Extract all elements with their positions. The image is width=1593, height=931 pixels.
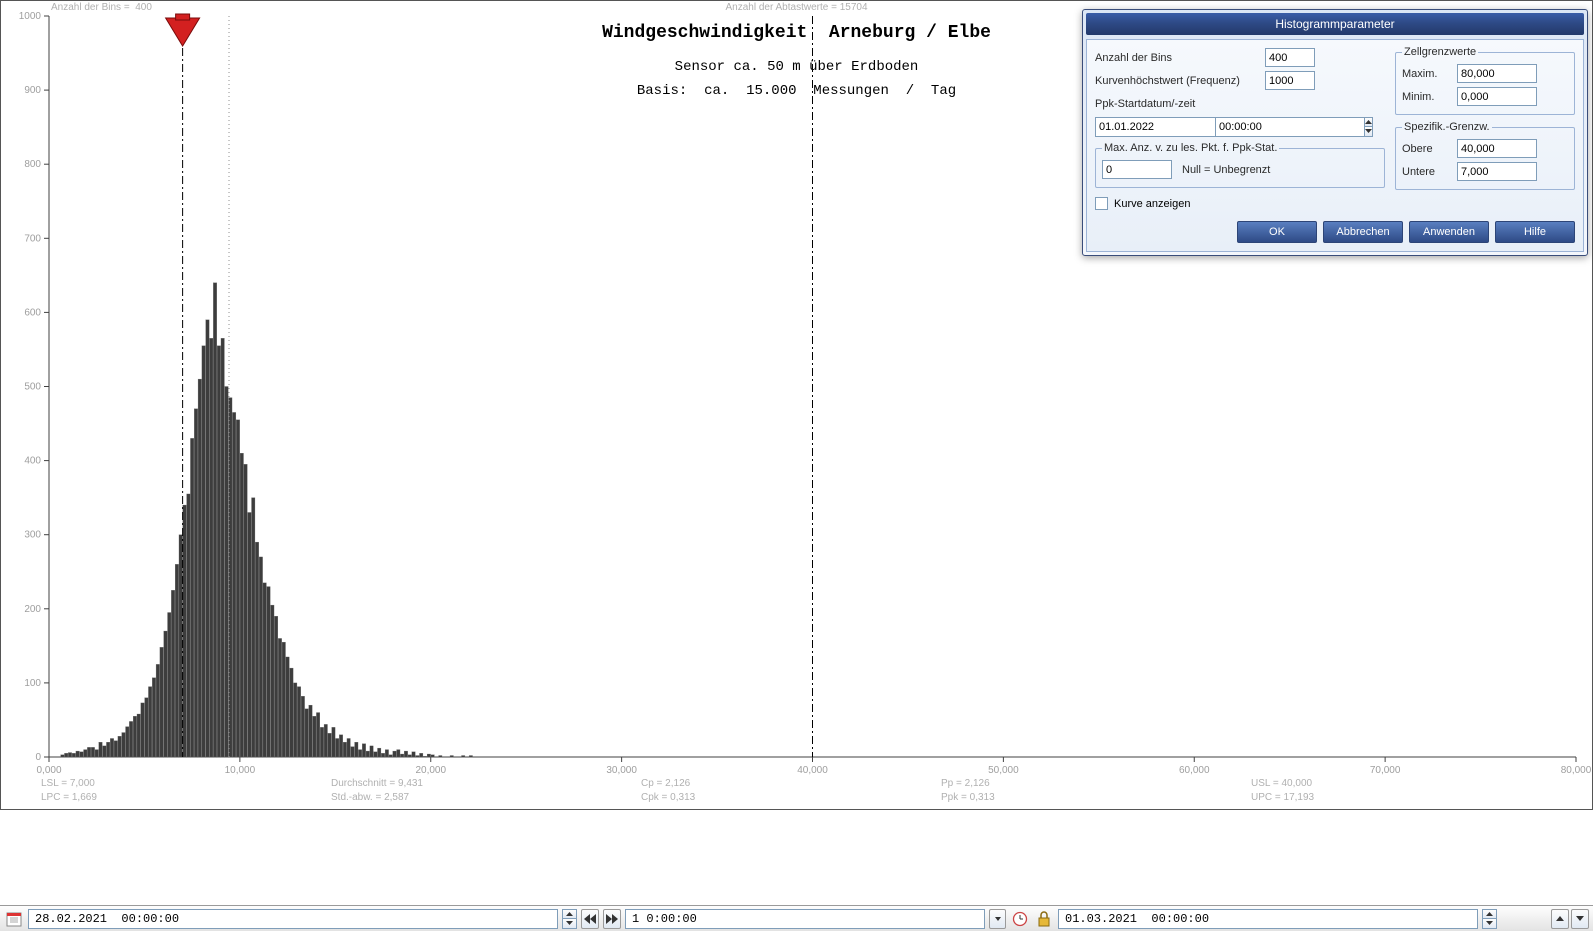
spec-lower-input[interactable] bbox=[1457, 162, 1537, 181]
lock-icon[interactable] bbox=[1034, 909, 1054, 929]
stat-pp: Pp = 2,126 bbox=[941, 778, 990, 789]
step-back-button[interactable] bbox=[581, 909, 599, 929]
date-to-spinner[interactable] bbox=[1482, 909, 1497, 929]
cell-limits-legend: Zellgrenzwerte bbox=[1402, 46, 1478, 58]
svg-text:400: 400 bbox=[24, 456, 41, 467]
maxpts-group: Max. Anz. v. zu les. Pkt. f. Ppk-Stat. N… bbox=[1095, 142, 1385, 188]
svg-text:300: 300 bbox=[24, 530, 41, 541]
apply-button[interactable]: Anwenden bbox=[1409, 221, 1489, 243]
bins-input[interactable] bbox=[1265, 48, 1315, 67]
histogram-parameters-dialog[interactable]: Histogrammparameter Anzahl der Bins Kurv… bbox=[1082, 9, 1588, 256]
stat-avg: Durchschnitt = 9,431 bbox=[331, 778, 423, 789]
bins-label: Anzahl der Bins bbox=[1095, 52, 1265, 64]
svg-text:50,000: 50,000 bbox=[988, 765, 1019, 776]
ppk-time-spinner[interactable] bbox=[1365, 117, 1373, 137]
spec-upper-input[interactable] bbox=[1457, 139, 1537, 158]
svg-text:0: 0 bbox=[35, 752, 41, 763]
step-forward-button[interactable] bbox=[603, 909, 621, 929]
svg-text:20,000: 20,000 bbox=[415, 765, 446, 776]
maxpts-note: Null = Unbegrenzt bbox=[1182, 164, 1270, 176]
dialog-titlebar[interactable]: Histogrammparameter bbox=[1086, 13, 1584, 35]
dialog-body: Anzahl der Bins Kurvenhöchstwert (Freque… bbox=[1086, 39, 1584, 252]
spin-up-icon[interactable] bbox=[1365, 118, 1372, 128]
stat-lsl: LSL = 7,000 bbox=[41, 778, 95, 789]
cell-max-label: Maxim. bbox=[1402, 68, 1457, 80]
stat-cp: Cp = 2,126 bbox=[641, 778, 690, 789]
date-from-field[interactable] bbox=[28, 909, 558, 929]
stat-std: Std.-abw. = 2,587 bbox=[331, 792, 409, 803]
dialog-button-bar: OK Abbrechen Anwenden Hilfe bbox=[1095, 221, 1575, 243]
svg-text:1000: 1000 bbox=[19, 11, 42, 22]
spec-upper-label: Obere bbox=[1402, 143, 1457, 155]
svg-text:30,000: 30,000 bbox=[606, 765, 637, 776]
svg-text:100: 100 bbox=[24, 678, 41, 689]
svg-text:0,000: 0,000 bbox=[36, 765, 61, 776]
stat-ppk: Ppk = 0,313 bbox=[941, 792, 995, 803]
calendar-from-icon[interactable] bbox=[4, 909, 24, 929]
ppk-time-combo[interactable] bbox=[1215, 117, 1315, 137]
svg-text:70,000: 70,000 bbox=[1370, 765, 1401, 776]
svg-text:60,000: 60,000 bbox=[1179, 765, 1210, 776]
stat-lpc: LPC = 1,669 bbox=[41, 792, 97, 803]
cancel-button[interactable]: Abbrechen bbox=[1323, 221, 1403, 243]
svg-text:600: 600 bbox=[24, 307, 41, 318]
peak-label: Kurvenhöchstwert (Frequenz) bbox=[1095, 75, 1265, 87]
svg-text:200: 200 bbox=[24, 604, 41, 615]
spec-limits-legend: Spezifik.-Grenzw. bbox=[1402, 121, 1492, 133]
svg-text:40,000: 40,000 bbox=[797, 765, 828, 776]
ppk-time-input[interactable] bbox=[1215, 117, 1365, 137]
help-button[interactable]: Hilfe bbox=[1495, 221, 1575, 243]
svg-text:80,000: 80,000 bbox=[1561, 765, 1592, 776]
spin-down-icon[interactable] bbox=[1365, 127, 1372, 136]
stat-upc: UPC = 17,193 bbox=[1251, 792, 1314, 803]
ok-button[interactable]: OK bbox=[1237, 221, 1317, 243]
svg-text:700: 700 bbox=[24, 233, 41, 244]
svg-text:900: 900 bbox=[24, 85, 41, 96]
svg-text:500: 500 bbox=[24, 382, 41, 393]
ppk-date-combo[interactable] bbox=[1095, 117, 1205, 137]
show-curve-checkbox[interactable] bbox=[1095, 197, 1108, 210]
date-from-spinner[interactable] bbox=[562, 909, 577, 929]
dialog-title: Histogrammparameter bbox=[1275, 17, 1394, 31]
scroll-down-button[interactable] bbox=[1571, 909, 1589, 929]
svg-text:800: 800 bbox=[24, 159, 41, 170]
peak-input[interactable] bbox=[1265, 71, 1315, 90]
maxpts-input[interactable] bbox=[1102, 160, 1172, 179]
cell-min-label: Minim. bbox=[1402, 91, 1457, 103]
date-to-field[interactable] bbox=[1058, 909, 1478, 929]
maxpts-legend: Max. Anz. v. zu les. Pkt. f. Ppk-Stat. bbox=[1102, 142, 1279, 154]
stat-usl: USL = 40,000 bbox=[1251, 778, 1312, 789]
spec-lower-label: Untere bbox=[1402, 166, 1457, 178]
cell-max-input[interactable] bbox=[1457, 64, 1537, 83]
ppk-start-label: Ppk-Startdatum/-zeit bbox=[1095, 98, 1265, 110]
stat-cpk: Cpk = 0,313 bbox=[641, 792, 695, 803]
cell-limits-group: Zellgrenzwerte Maxim. Minim. bbox=[1395, 46, 1575, 115]
clock-icon[interactable] bbox=[1010, 909, 1030, 929]
time-navigation-toolbar bbox=[0, 905, 1593, 931]
cell-min-input[interactable] bbox=[1457, 87, 1537, 106]
interval-dropdown-button[interactable] bbox=[989, 909, 1006, 929]
spec-limits-group: Spezifik.-Grenzw. Obere Untere bbox=[1395, 121, 1575, 190]
interval-field[interactable] bbox=[625, 909, 985, 929]
svg-text:10,000: 10,000 bbox=[225, 765, 256, 776]
scroll-up-button[interactable] bbox=[1551, 909, 1569, 929]
show-curve-label: Kurve anzeigen bbox=[1114, 198, 1190, 210]
